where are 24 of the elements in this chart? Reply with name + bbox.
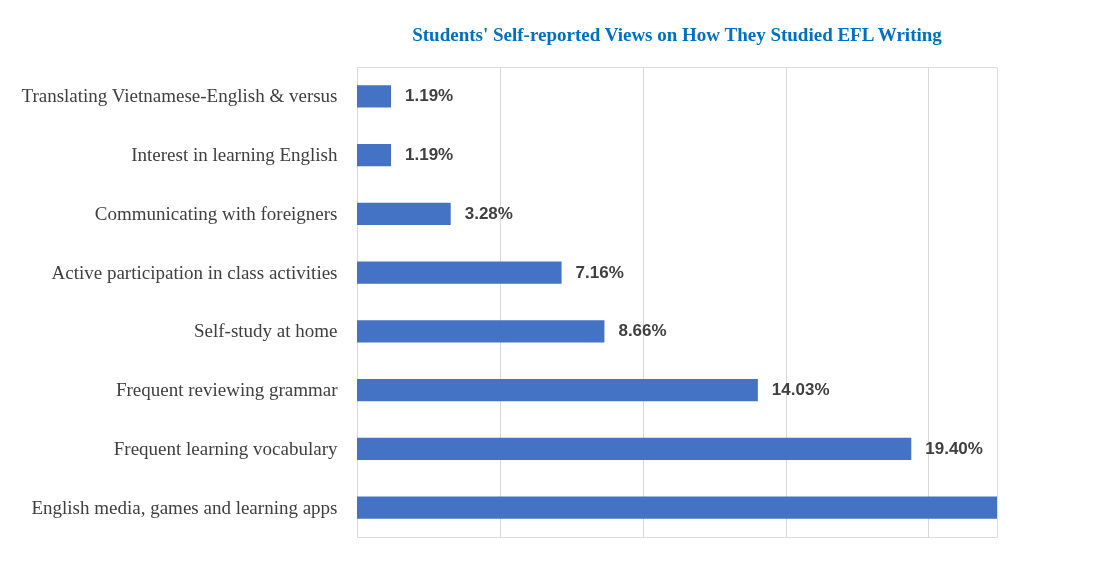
y-tick-label: Communicating with foreigners xyxy=(94,202,338,224)
data-label: 7.16% xyxy=(575,262,624,282)
data-label: 1.19% xyxy=(405,86,454,106)
y-tick-label: English media, games and learning apps xyxy=(31,496,338,518)
bar xyxy=(357,496,997,519)
data-label: 1.19% xyxy=(405,145,454,165)
y-tick-label: Self-study at home xyxy=(193,320,338,342)
bar xyxy=(357,261,562,284)
data-label: 14.03% xyxy=(771,380,830,400)
data-label: 8.66% xyxy=(618,321,667,341)
y-tick-label: Frequent reviewing grammar xyxy=(115,379,339,401)
bar xyxy=(357,437,912,461)
bar xyxy=(357,85,391,108)
bar xyxy=(357,378,758,402)
chart-title: Students' Self-reported Views on How They Studied EFL Writing xyxy=(412,24,943,45)
bar xyxy=(357,202,451,226)
data-label: 19.40% xyxy=(925,438,983,458)
y-tick-label: Frequent learning vocabulary xyxy=(113,437,338,459)
data-label: 3.28% xyxy=(464,203,513,223)
y-tick-label: Translating Vietnamese-English & versus xyxy=(21,85,338,107)
bar xyxy=(357,320,605,343)
y-tick-label: Active participation in class activities xyxy=(51,261,338,283)
bar xyxy=(357,143,391,167)
y-tick-label: Interest in learning English xyxy=(131,144,338,166)
